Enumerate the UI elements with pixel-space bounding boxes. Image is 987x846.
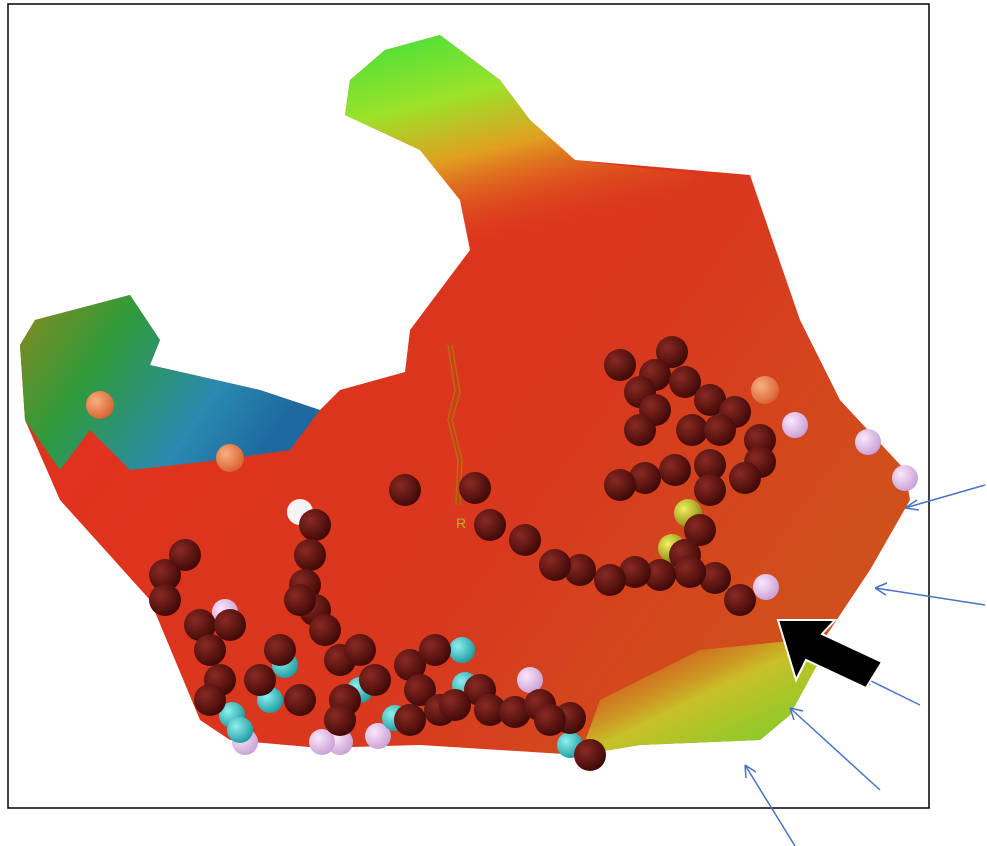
sphere [892,465,918,491]
map-view: R [0,0,987,846]
sphere [86,391,114,419]
sphere [782,412,808,438]
sphere [389,474,421,506]
sphere [359,664,391,696]
sphere [439,689,471,721]
sphere [694,474,726,506]
sphere [284,684,316,716]
sphere [855,429,881,455]
sphere [753,574,779,600]
sphere [674,556,706,588]
sphere [604,469,636,501]
sphere [659,454,691,486]
sphere [594,564,626,596]
sphere [604,349,636,381]
sphere [227,717,253,743]
sphere [194,684,226,716]
marker-label: R [456,515,466,531]
sphere [394,704,426,736]
sphere [474,509,506,541]
sphere [449,637,475,663]
sphere [299,509,331,541]
sphere [419,634,451,666]
sphere [284,584,316,616]
sphere [539,549,571,581]
sphere [244,664,276,696]
sphere [704,414,736,446]
sphere [324,704,356,736]
sphere [624,414,656,446]
sphere [534,704,566,736]
sphere [309,614,341,646]
sphere [724,584,756,616]
sphere [676,414,708,446]
page: {"image": {"marker_label": "R"}} [0,0,987,846]
sphere [194,634,226,666]
sphere [344,634,376,666]
sphere [294,539,326,571]
sphere [264,634,296,666]
sphere [574,739,606,771]
sphere [729,462,761,494]
sphere [751,376,779,404]
sphere [149,584,181,616]
sphere [459,472,491,504]
sphere [216,444,244,472]
sphere [509,524,541,556]
sphere [214,609,246,641]
